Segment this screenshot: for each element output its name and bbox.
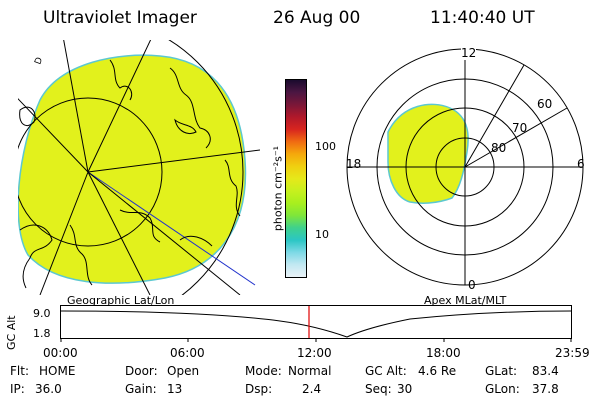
altitude-curve (60, 310, 572, 338)
ip-label: IP: (10, 382, 25, 396)
ip-value: 36.0 (35, 382, 62, 396)
mlt-label-18: 18 (346, 157, 362, 171)
mode-label: Mode: (245, 364, 282, 378)
dsp-label: Dsp: (245, 382, 273, 396)
door-label: Door: (125, 364, 158, 378)
uv-polar-region (387, 103, 469, 204)
altitude-plot (60, 305, 572, 342)
gcalt-label: GC Alt: (365, 364, 407, 378)
lat-circle (168, 40, 244, 295)
x-tick-0000: 00:00 (43, 346, 78, 360)
x-tick-1200: 12:00 (297, 346, 332, 360)
x-tick-1800: 18:00 (426, 346, 461, 360)
gain-label: Gain: (125, 382, 157, 396)
alt-ymax: 9.0 (33, 307, 51, 320)
door-value: Open (167, 364, 200, 378)
uv-image-region (18, 54, 247, 284)
image-time: 11:40:40 UT (430, 8, 535, 28)
alt-ymin: 1.8 (33, 327, 51, 340)
alt-ylabel: GC Alt (5, 315, 18, 350)
x-tick-2359: 23:59 (555, 346, 590, 360)
mlt-label-0: 0 (468, 278, 476, 292)
color-scale-bar (285, 79, 307, 278)
glon-label: GLon: (485, 382, 520, 396)
dsp-value: 2.4 (302, 382, 322, 396)
geographic-map: D (18, 40, 260, 295)
seq-label: Seq: (365, 382, 392, 396)
glat-value: 83.4 (532, 364, 559, 378)
svg-text:D: D (33, 56, 45, 66)
mlat-label-70: 70 (512, 121, 528, 135)
colorbar-tick-100: 100 (315, 140, 336, 153)
geo-caption: Geographic Lat/Lon (67, 294, 175, 307)
mode-value: Normal (288, 364, 332, 378)
mlt-label-6: 6 (577, 157, 585, 171)
flt-value: HOME (39, 364, 76, 378)
gcalt-value: 4.6 Re (418, 364, 457, 378)
flt-label: Flt: (10, 364, 29, 378)
polar-mlat-mlt-plot (346, 48, 584, 286)
lat-circle (18, 97, 163, 247)
colorbar-tick-10: 10 (315, 228, 329, 241)
glon-value: 37.8 (532, 382, 559, 396)
mlt-label-12: 12 (461, 46, 477, 60)
glat-label: GLat: (485, 364, 518, 378)
mlat-label-60: 60 (537, 97, 553, 111)
instrument-title: Ultraviolet Imager (43, 8, 197, 28)
image-date: 26 Aug 00 (273, 8, 361, 28)
colorbar-unit: photon cm⁻²s⁻¹ (271, 145, 285, 232)
mlat-label-80: 80 (491, 141, 507, 155)
polar-caption: Apex MLat/MLT (424, 294, 507, 307)
x-tick-0600: 06:00 (170, 346, 205, 360)
seq-value: 30 (397, 382, 413, 396)
gain-value: 13 (167, 382, 183, 396)
